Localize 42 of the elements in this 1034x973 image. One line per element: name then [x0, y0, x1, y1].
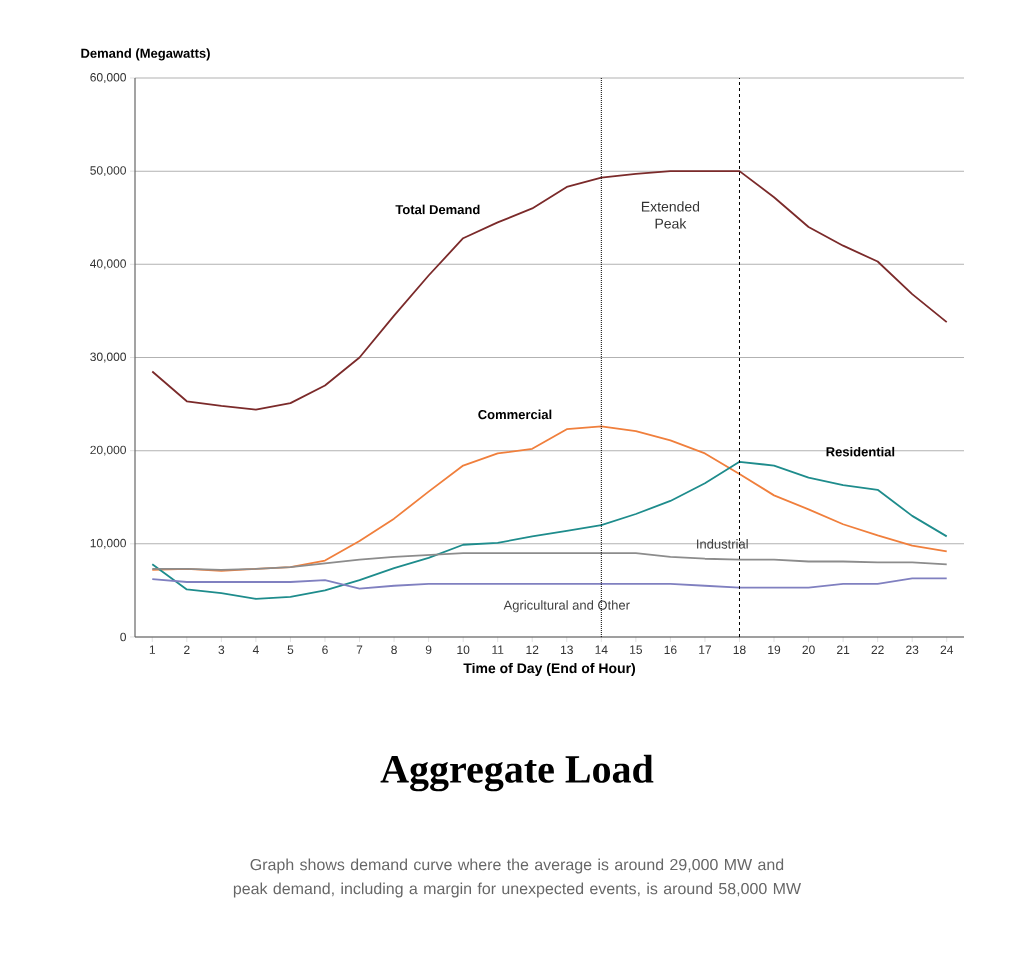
series-label: Total Demand: [395, 204, 480, 215]
x-tick-label: 1: [149, 645, 156, 654]
x-tick-label: 23: [906, 645, 919, 655]
x-tick-label: 11: [492, 645, 504, 654]
y-tick-label: 0: [120, 632, 127, 642]
text: Aggregate Load: [380, 754, 654, 792]
y-axis-title: Demand (Megawatts): [81, 48, 210, 61]
x-tick-label: 19: [768, 645, 781, 655]
x-tick-label: 3: [218, 645, 225, 655]
x-tick-label: 22: [871, 645, 884, 654]
x-tick-label: 10: [457, 645, 470, 655]
x-tick-label: 17: [699, 645, 712, 654]
series-label: Residential: [826, 446, 895, 457]
x-tick-label: 16: [664, 645, 677, 655]
x-tick-label: 13: [561, 645, 573, 655]
x-tick-label: 12: [526, 645, 539, 654]
line-series: [151, 460, 948, 600]
x-tick-label: 9: [425, 645, 432, 655]
x-tick-label: 7: [356, 645, 363, 654]
y-tick-label: 10,000: [90, 538, 126, 549]
x-tick-label: 8: [391, 645, 397, 655]
x-tick-label: 4: [252, 645, 259, 654]
y-tick-label: 50,000: [90, 166, 126, 177]
annotation: Extended Peak: [641, 201, 700, 229]
x-tick-label: 20: [802, 645, 815, 655]
x-tick-label: 21: [837, 645, 850, 654]
y-tick-label: 60,000: [90, 73, 126, 83]
series-label: Industrial: [697, 539, 748, 549]
text: Graph shows demand curve where the average is around 29,000 MW and peak demand, including a margin for unexpected events, is around 58,000 MW: [233, 858, 801, 898]
series-label: Agricultural and Other: [503, 600, 630, 613]
y-tick-label: 30,000: [90, 352, 126, 363]
x-tick-label: 5: [287, 645, 294, 654]
x-tick-label: 24: [940, 645, 954, 654]
y-tick-label: 20,000: [90, 445, 126, 456]
x-tick-label: 2: [184, 645, 190, 654]
x-tick-label: 6: [322, 645, 328, 655]
x-tick-label: 18: [733, 645, 746, 655]
x-tick-label: 14: [595, 645, 608, 654]
x-tick-label: 15: [630, 645, 643, 654]
series-label: Commercial: [478, 409, 552, 420]
y-tick-label: 40,000: [90, 259, 126, 270]
x-axis-title: Time of Day (End of Hour): [463, 662, 636, 676]
